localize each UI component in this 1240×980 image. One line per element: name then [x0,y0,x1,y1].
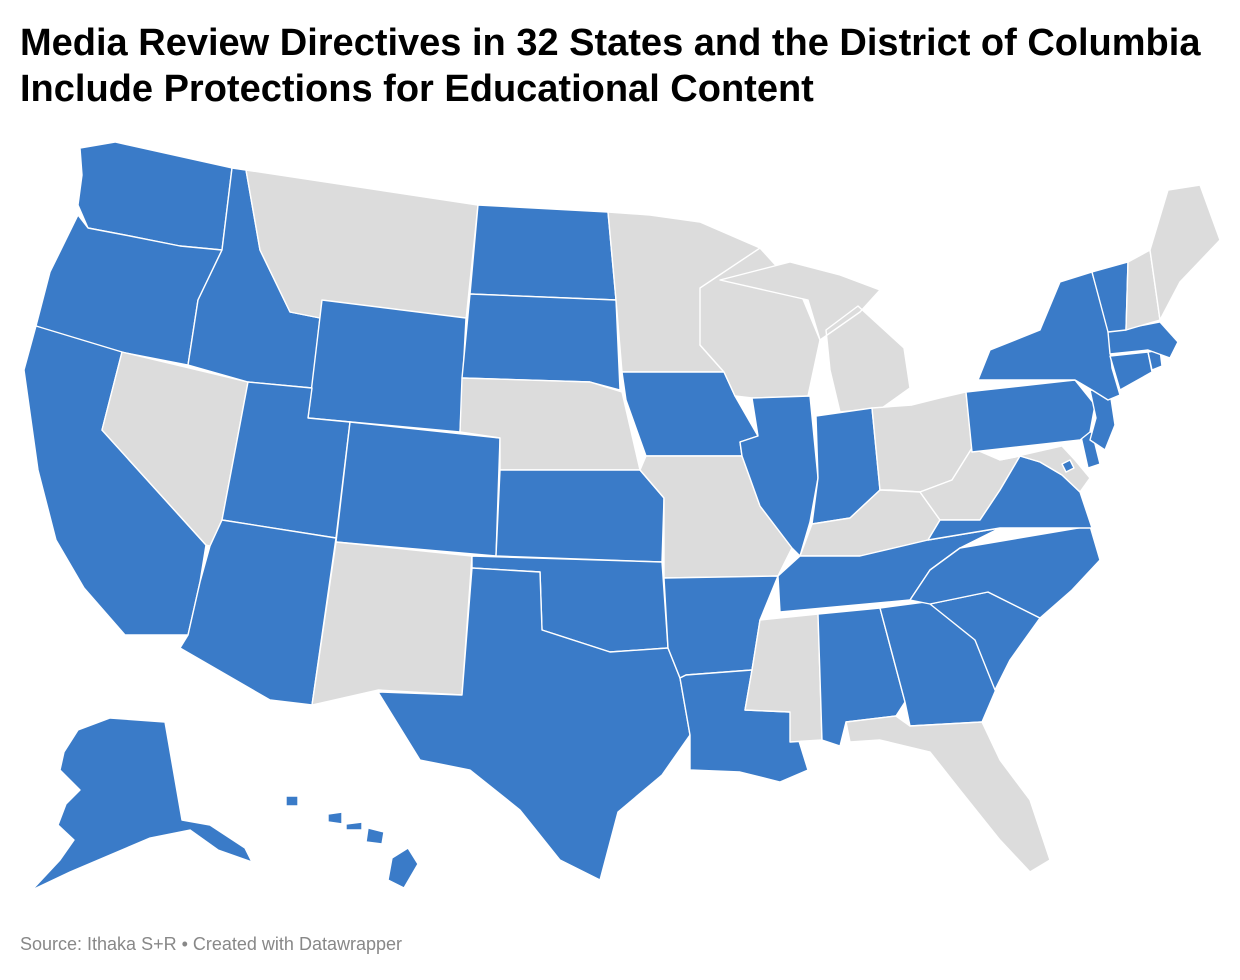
state-nm[interactable] [311,541,473,706]
state-sd[interactable] [461,293,621,391]
state-pa[interactable] [965,379,1096,453]
state-ak[interactable] [31,717,253,891]
state-mi[interactable] [719,261,911,413]
state-hi-big-island[interactable] [387,847,419,889]
state-tn[interactable] [777,527,1001,613]
state-il[interactable] [739,395,819,557]
state-hi-kauai[interactable] [285,795,299,807]
state-hi-molokai[interactable] [345,821,363,831]
map-title: Media Review Directives in 32 States and… [20,22,1201,110]
state-ma[interactable] [1107,321,1179,359]
state-hi-maui[interactable] [365,827,385,845]
state-co[interactable] [335,421,501,557]
state-me[interactable] [1149,184,1221,321]
state-ct[interactable] [1109,351,1153,391]
state-ks[interactable] [495,469,665,563]
state-md[interactable] [999,445,1091,493]
state-dc[interactable] [1061,459,1075,473]
state-wy[interactable] [307,299,467,433]
state-fl[interactable] [845,715,1051,873]
state-nc[interactable] [909,525,1101,619]
state-hi-oahu[interactable] [327,811,343,825]
state-tx[interactable] [377,567,691,881]
source-credit: Source: Ithaka S+R • Created with Datawr… [20,934,402,954]
state-nd[interactable] [469,204,617,301]
